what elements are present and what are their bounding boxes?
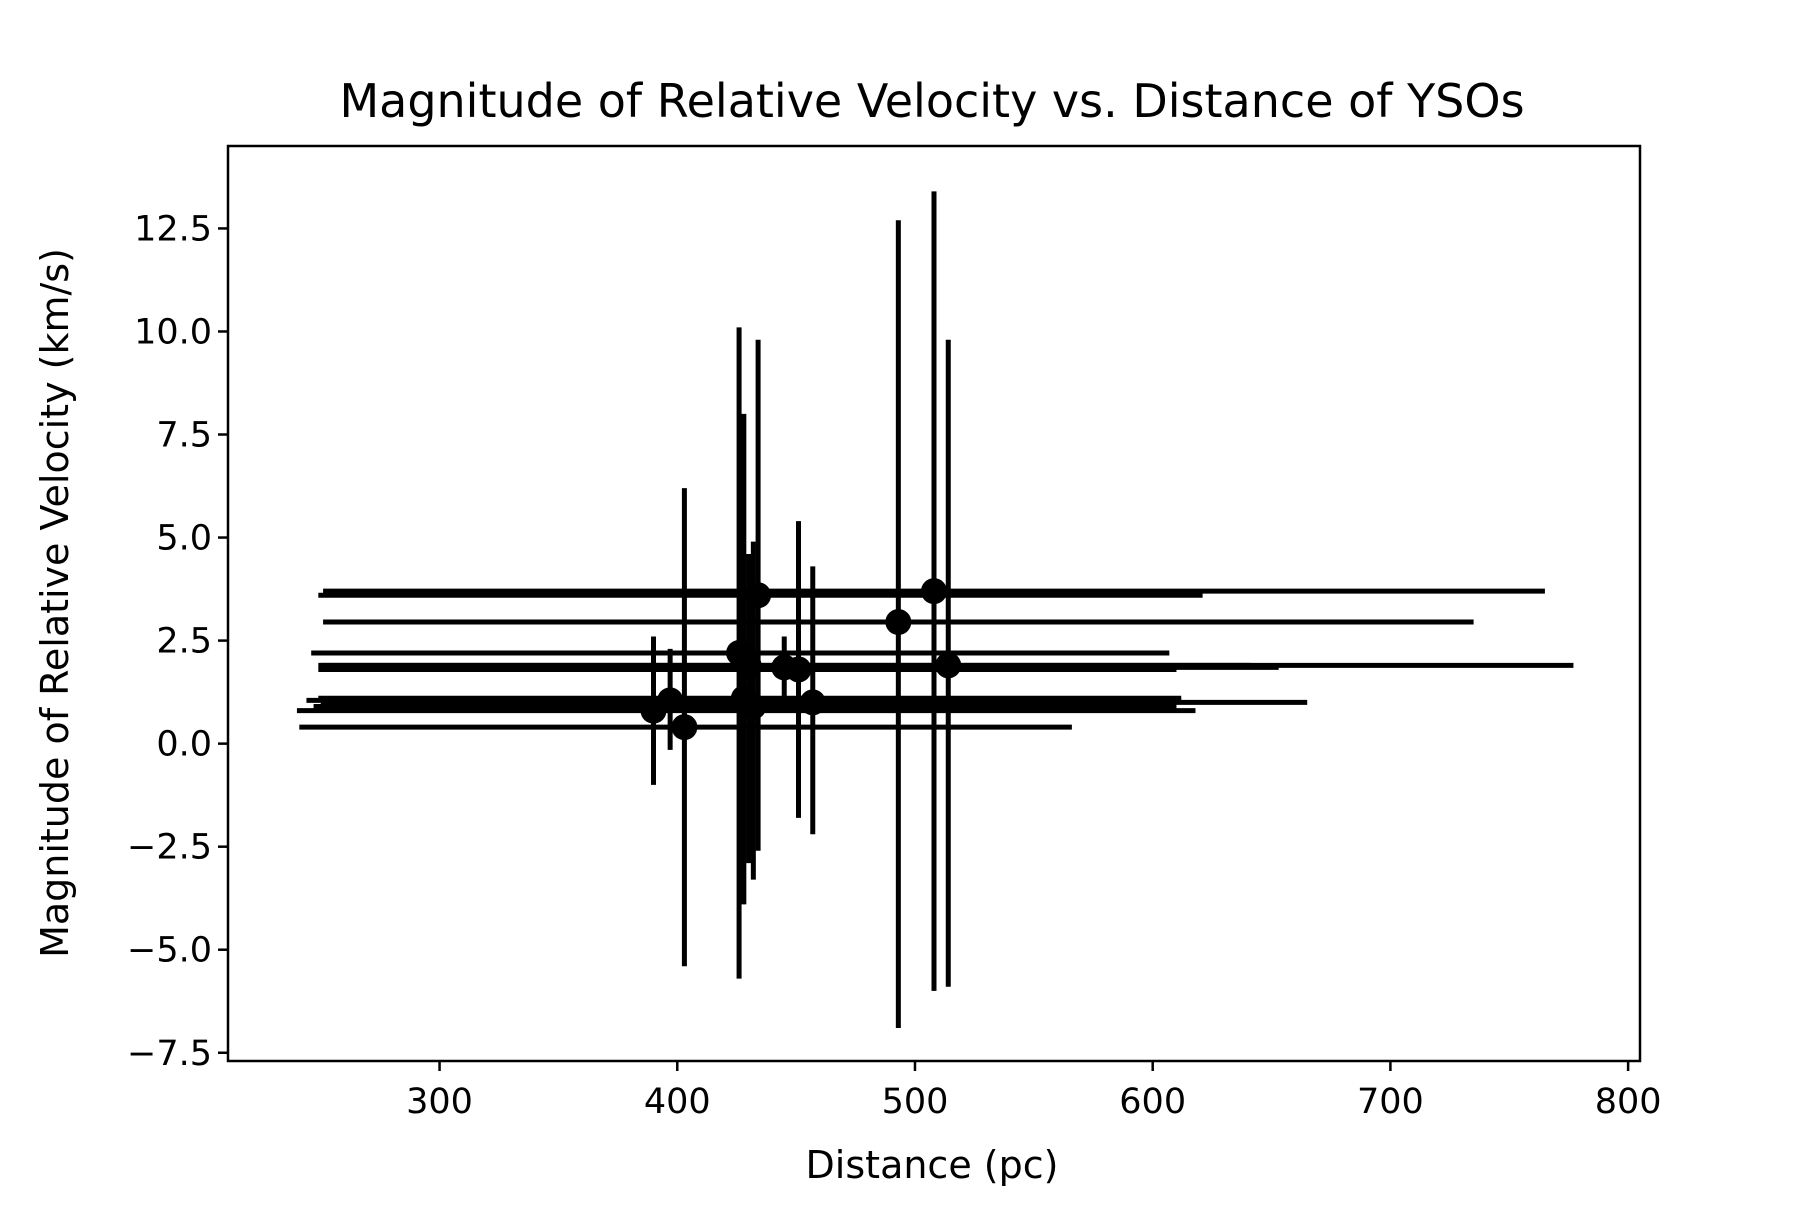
data-point-11 [323,220,1474,1029]
x-tick-label-1: 400 [644,1082,711,1122]
x-tick-label-4: 700 [1357,1082,1424,1122]
marker-9 [785,656,812,683]
marker-2 [671,714,698,741]
x-axis: 300 400 500 600 700 800 [406,1061,1662,1122]
y-tick-label-2: −2.5 [127,828,212,868]
y-axis: −7.5 −5.0 −2.5 0.0 2.5 5.0 7.5 10.0 12.5 [127,209,228,1074]
marker-10 [799,689,826,716]
y-tick-label-3: 0.0 [156,725,212,765]
y-tick-label-4: 2.5 [156,622,212,662]
y-tick-label-7: 10.0 [134,312,212,352]
marker-6 [740,693,767,720]
plot-frame [226,144,1642,1063]
plot-area [296,191,1574,1029]
marker-11 [885,609,912,636]
data-point-3 [311,327,1170,979]
data-point-2 [299,488,1072,967]
x-tick-label-5: 800 [1595,1082,1662,1122]
data-point-7 [318,339,1203,851]
y-tick-label-6: 7.5 [156,416,212,456]
chart-title: Magnitude of Relative Velocity vs. Dista… [339,74,1524,128]
y-tick-label-1: −5.0 [127,931,212,971]
marker-12 [921,578,947,605]
data-point-10 [320,566,1308,835]
marker-7 [745,582,772,609]
y-tick-label-0: −7.5 [127,1034,212,1074]
data-point-13 [320,339,1574,987]
x-tick-label-2: 500 [882,1082,949,1122]
marker-13 [935,652,962,679]
x-tick-label-3: 600 [1119,1082,1186,1122]
data-point-12 [323,191,1545,991]
x-tick-label-0: 300 [406,1082,473,1122]
y-tick-label-5: 5.0 [156,519,212,559]
y-tick-label-8: 12.5 [134,209,212,249]
y-axis-label: Magnitude of Relative Velocity (km/s) [33,248,77,958]
x-axis-label: Distance (pc) [806,1143,1059,1187]
